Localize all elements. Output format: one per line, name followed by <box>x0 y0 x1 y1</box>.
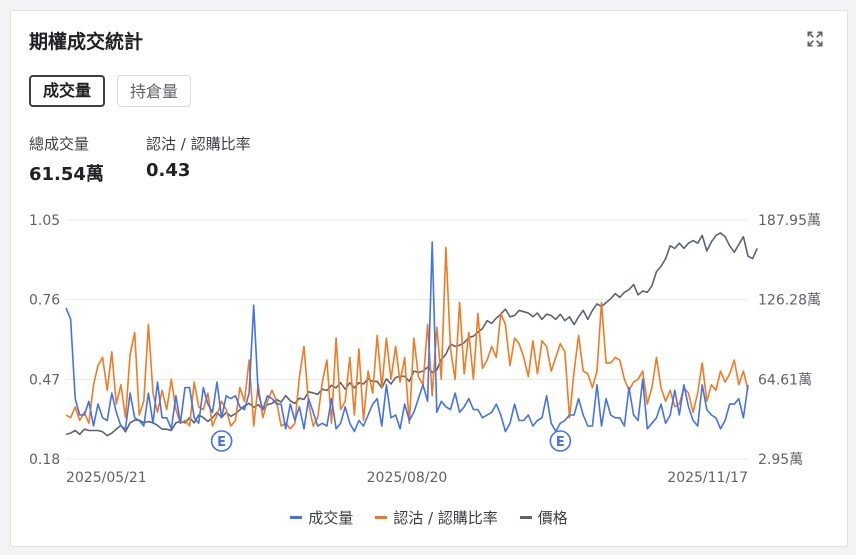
legend-item-volume[interactable]: 成交量 <box>290 507 353 528</box>
y-left-tick-label: 0.47 <box>29 372 60 388</box>
legend-item-ratio[interactable]: 認沽 / 認購比率 <box>375 507 498 528</box>
legend-swatch <box>519 516 532 519</box>
x-tick-label: 2025/11/17 <box>667 470 748 486</box>
legend-label: 成交量 <box>308 509 354 527</box>
y-left-tick-label: 0.18 <box>29 452 60 468</box>
y-right-tick-label: 126.28萬 <box>758 293 821 309</box>
event-marker-label: E <box>556 435 565 450</box>
stat-label: 認沽 / 認購比率 <box>146 135 251 153</box>
tab-open-interest[interactable]: 持倉量 <box>117 75 192 107</box>
y-left-tick-label: 0.76 <box>29 293 60 309</box>
expand-icon[interactable] <box>805 29 825 49</box>
tab-volume[interactable]: 成交量 <box>29 75 106 107</box>
tab-bar: 成交量 持倉量 <box>29 75 192 107</box>
chart-legend: 成交量 認沽 / 認購比率 價格 <box>11 507 847 528</box>
y-left-tick-label: 1.05 <box>29 213 60 229</box>
options-stats-card: 期權成交統計 成交量 持倉量 總成交量 61.54萬 認沽 / 認購比率 0.4… <box>10 10 848 547</box>
y-right-tick-label: 64.61萬 <box>758 372 812 388</box>
stat-value: 61.54萬 <box>29 164 104 185</box>
legend-swatch <box>375 516 388 519</box>
stat-value: 0.43 <box>146 160 191 181</box>
stat-put-call-ratio: 認沽 / 認購比率 0.43 <box>146 133 251 181</box>
stat-label: 總成交量 <box>29 135 90 153</box>
series-line-ratio <box>65 246 749 430</box>
options-chart: 1.05 187.95萬 0.76 126.28萬 0.47 64.61萬 0.18 2.95… <box>29 213 821 486</box>
event-marker-label: E <box>217 435 226 450</box>
series-line-volume <box>65 241 749 433</box>
legend-swatch <box>290 516 303 519</box>
stat-total-volume: 總成交量 61.54萬 <box>29 133 104 186</box>
y-right-tick-label: 187.95萬 <box>758 213 821 229</box>
x-tick-label: 2025/08/20 <box>367 470 448 486</box>
event-marker-icon <box>210 430 233 452</box>
card-title: 期權成交統計 <box>29 31 144 53</box>
x-tick-label: 2025/05/21 <box>66 470 147 486</box>
series-line-price <box>65 232 758 437</box>
legend-label: 認沽 / 認購比率 <box>393 509 498 527</box>
legend-label: 價格 <box>537 509 568 527</box>
legend-item-price[interactable]: 價格 <box>519 507 568 528</box>
event-marker-icon <box>549 430 572 452</box>
y-right-tick-label: 2.95萬 <box>758 452 803 468</box>
